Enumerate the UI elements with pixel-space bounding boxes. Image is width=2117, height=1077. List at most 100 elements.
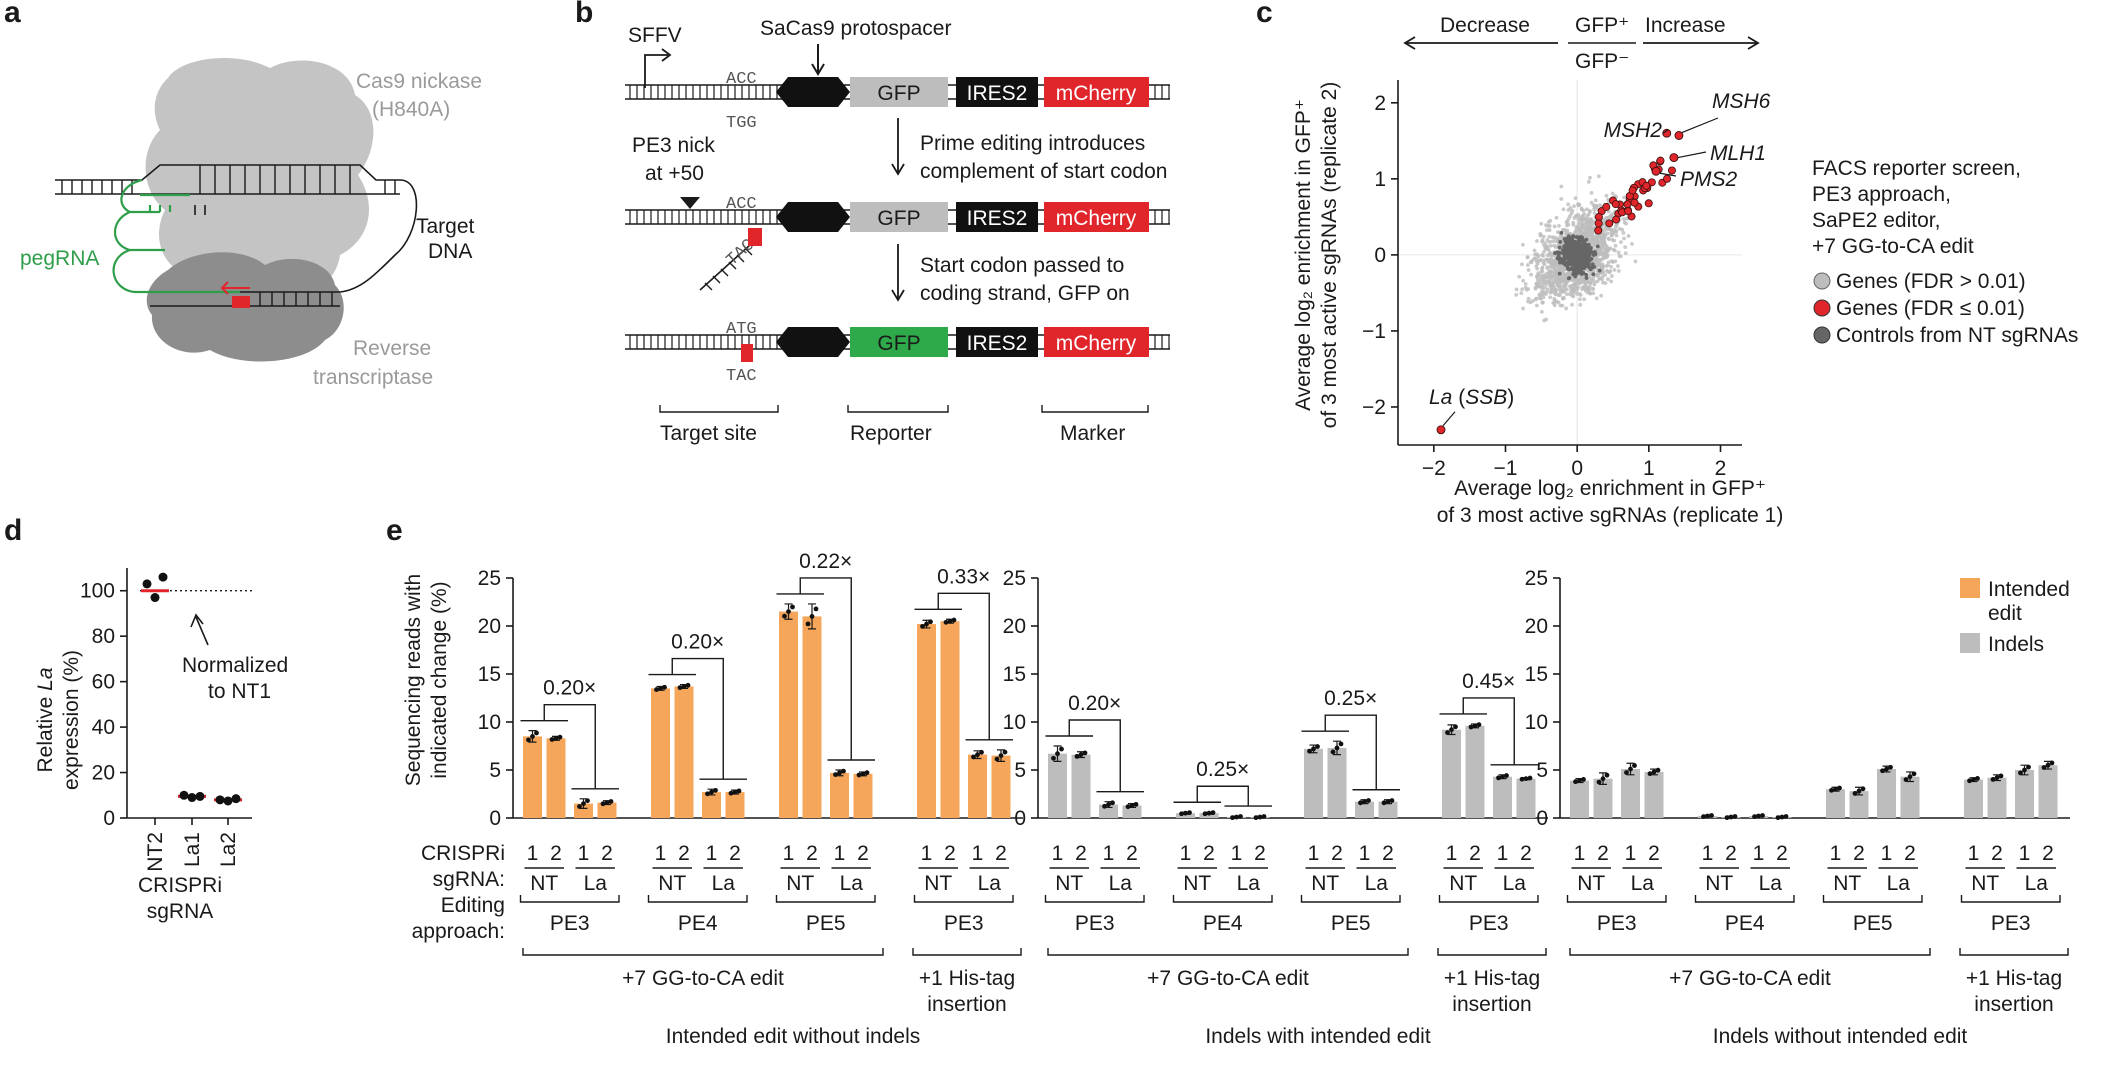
gene-point <box>1572 230 1577 235</box>
control-point <box>1565 248 1570 253</box>
gene-point <box>1558 266 1562 271</box>
e-rep-label: 2 <box>550 842 562 865</box>
e-edit-label-his-2: insertion <box>927 993 1006 1016</box>
e-comparison-bracket <box>1439 697 1538 766</box>
step-2-line-2: coding strand, GFP on <box>920 282 1130 305</box>
e-replicate-point <box>1133 801 1139 807</box>
gene-point <box>1623 245 1628 250</box>
e-approach-bracket <box>1300 895 1401 903</box>
control-point <box>1580 256 1584 260</box>
gene-point <box>1537 296 1542 301</box>
gene-point <box>1601 235 1606 240</box>
gene-point <box>1622 195 1627 200</box>
e-replicate-point <box>790 604 795 610</box>
gene-point <box>1540 239 1544 244</box>
e-edit-label-his-1: +1 His-tag <box>919 967 1015 990</box>
step-2-line-1: Start codon passed to <box>920 254 1124 277</box>
e-y-tick-label: 15 <box>1003 663 1026 686</box>
gene-point <box>1558 286 1563 291</box>
control-point <box>1597 268 1602 273</box>
e-replicate-point <box>1381 800 1387 806</box>
e-replicate-point <box>1500 774 1505 780</box>
d-y-tick-label: 80 <box>92 625 115 648</box>
control-point <box>1569 239 1574 243</box>
rt-label-1: Reverse <box>353 337 431 360</box>
gene-point <box>1594 296 1599 301</box>
e-replicate-point <box>1833 786 1838 792</box>
e-rep-label: 1 <box>1359 842 1371 865</box>
e-replicate-point <box>1206 810 1212 816</box>
edited-codon-final <box>741 344 753 362</box>
gene-point <box>1557 224 1561 228</box>
e-replicate-point <box>2026 764 2031 770</box>
control-point <box>1584 272 1589 277</box>
gene-point <box>1616 269 1621 273</box>
d-data-point <box>179 790 189 800</box>
e-sgrna-label: La <box>1887 872 1911 895</box>
e-replicate-point <box>1330 749 1336 755</box>
gene-point <box>1585 207 1589 212</box>
e-replicate-point <box>1880 768 1885 774</box>
e-bar <box>1593 778 1613 818</box>
gene-point <box>1525 255 1530 260</box>
gene-label: MSH6 <box>1712 90 1771 113</box>
e-bar <box>1516 778 1536 818</box>
x-tick-label: 0 <box>1571 457 1583 480</box>
mcherry-label: mCherry <box>1056 82 1137 105</box>
e-rep-label: 1 <box>655 842 667 865</box>
gene-point <box>1554 263 1559 268</box>
e-replicate-point <box>1998 773 2004 779</box>
e-replicate-point <box>1496 775 1501 781</box>
e-replicate-point <box>971 754 976 760</box>
gene-point <box>1603 225 1608 230</box>
e-replicate-point <box>786 609 791 614</box>
e-fold-change-label: 0.25× <box>1324 687 1377 710</box>
d-xlabel-2: sgRNA <box>147 900 214 923</box>
gene-point <box>1573 214 1578 219</box>
e-approach-label: PE3 <box>550 912 590 935</box>
e-replicate-point <box>841 768 846 774</box>
gene-point <box>1599 293 1604 298</box>
gene-point <box>1579 206 1584 211</box>
e-bar <box>1442 729 1461 818</box>
gene-point <box>1608 269 1613 274</box>
d-x-tick-label: La1 <box>181 832 204 867</box>
gene-point <box>1606 277 1610 281</box>
y-tick-label: −1 <box>1362 320 1386 343</box>
gene-point <box>1595 273 1600 278</box>
control-point <box>1558 240 1563 244</box>
e-replicate-point <box>1752 814 1757 820</box>
gene-point <box>1570 293 1575 298</box>
e-sgrna-label: NT <box>1055 872 1083 895</box>
e-approach-bracket <box>1438 895 1539 903</box>
e-replicate-point <box>705 791 710 797</box>
control-point <box>1584 257 1589 262</box>
gene-point <box>1601 280 1605 285</box>
e-approach-label: PE5 <box>1853 912 1893 935</box>
row-label-crispri: CRISPRi <box>421 842 505 865</box>
gene-point <box>1602 218 1607 222</box>
panel-label-e: e <box>386 514 403 547</box>
gene-point <box>1595 256 1600 261</box>
gene-point <box>1521 278 1526 283</box>
gene-point <box>1547 228 1552 232</box>
e-replicate-point <box>1852 791 1858 796</box>
e-replicate-point <box>928 619 933 625</box>
gene-point <box>1588 219 1592 223</box>
gene-point <box>1544 223 1548 228</box>
d-ylabel-2: expression (%) <box>60 650 83 790</box>
e-edit-label: +7 GG-to-CA edit <box>1147 967 1309 990</box>
e-y-tick-label: 15 <box>478 663 501 686</box>
gene-point <box>1538 233 1543 238</box>
gene-point <box>1556 300 1561 305</box>
scatter-xlabel-1: Average log₂ enrichment in GFP⁺ <box>1454 477 1766 500</box>
cas9-nickase-label: Cas9 nickase <box>356 70 482 93</box>
e-replicate-point <box>1647 771 1653 777</box>
gene-point <box>1544 276 1548 280</box>
e-replicate-point <box>1994 775 2000 781</box>
control-point <box>1595 244 1600 249</box>
row-label-approach: approach: <box>412 920 505 943</box>
e-replicate-point <box>1257 814 1263 820</box>
e-bar <box>1304 748 1323 818</box>
